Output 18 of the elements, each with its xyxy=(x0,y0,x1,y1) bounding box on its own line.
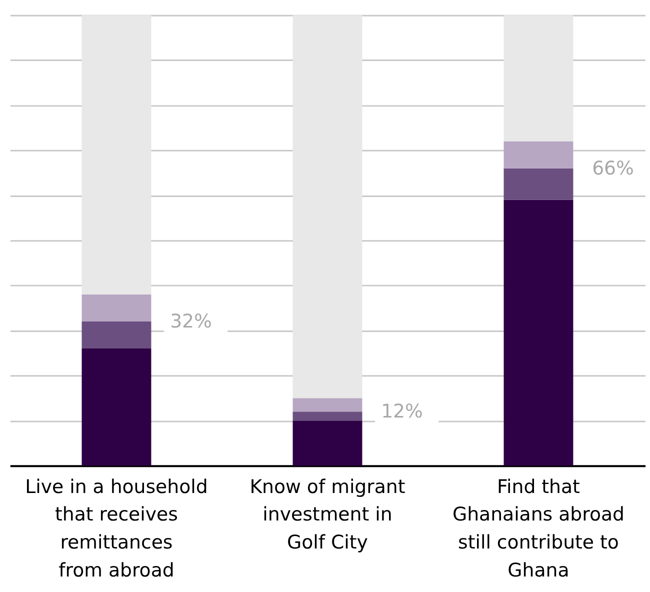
x-tick-label: Live in a household that receives remittances from abroad xyxy=(25,476,208,582)
bar xyxy=(82,322,152,349)
bar xyxy=(82,15,152,294)
annotation: 66% xyxy=(592,158,634,180)
bar xyxy=(82,348,152,466)
annotation: 12% xyxy=(381,402,423,423)
bar xyxy=(292,15,362,398)
bar xyxy=(504,200,574,466)
x-tick-label: Find that Ghanaians abroad still contribute to Ghana xyxy=(452,476,624,582)
bar xyxy=(504,168,574,200)
annotation: 32% xyxy=(170,311,212,332)
bar xyxy=(504,141,574,168)
bar xyxy=(82,294,152,322)
bar xyxy=(292,398,362,412)
x-tick-label: Know of migrant investment in Golf City xyxy=(250,476,406,554)
bar xyxy=(292,420,362,466)
bar xyxy=(292,412,362,421)
bar xyxy=(504,15,574,142)
